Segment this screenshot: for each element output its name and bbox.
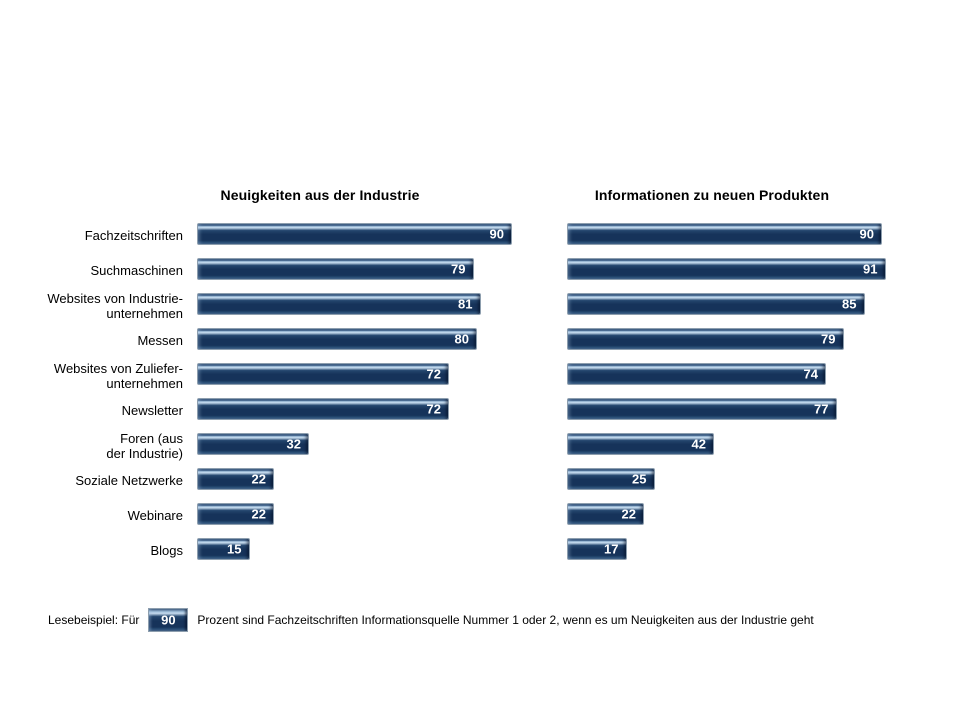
- legend-sample-value: 90: [161, 612, 176, 628]
- legend-sample-bar: 90: [148, 608, 189, 632]
- category-label: Fachzeitschriften: [84, 228, 183, 243]
- chart-row: Fachzeitschriften 90 90: [0, 218, 960, 253]
- category-label: Websites von Industrie- unternehmen: [47, 290, 183, 321]
- chart-row: Webinare 22 22: [0, 498, 960, 533]
- right-plot-cell: 42: [567, 428, 960, 463]
- bar-left: 72: [197, 398, 449, 420]
- left-plot-cell: 81: [197, 288, 567, 323]
- bar-left: 32: [197, 433, 309, 455]
- legend-example-prefix: Lesebeispiel: Für: [48, 613, 140, 627]
- bar-value-label: 77: [814, 401, 829, 417]
- chart-row: Blogs 15 17: [0, 533, 960, 568]
- bar-left: 90: [197, 223, 512, 245]
- bar-value-label: 32: [286, 436, 301, 452]
- bar-value-label: 22: [251, 506, 266, 522]
- right-plot-cell: 17: [567, 533, 960, 568]
- bar-right: 74: [567, 363, 826, 385]
- bar-value-label: 42: [691, 436, 706, 452]
- chart-rows: Fachzeitschriften 90 90 Suchmaschinen 79 91 We…: [0, 218, 960, 568]
- chart-row: Suchmaschinen 79 91: [0, 253, 960, 288]
- bar-value-label: 90: [859, 226, 874, 242]
- left-plot-cell: 72: [197, 358, 567, 393]
- chart-row: Newsletter 72 77: [0, 393, 960, 428]
- bar-value-label: 91: [863, 261, 878, 277]
- left-plot-cell: 32: [197, 428, 567, 463]
- left-plot-cell: 90: [197, 218, 567, 253]
- right-plot-cell: 79: [567, 323, 960, 358]
- bar-value-label: 80: [454, 331, 469, 347]
- bar-value-label: 85: [842, 296, 857, 312]
- chart-row: Messen 80 79: [0, 323, 960, 358]
- right-plot-cell: 74: [567, 358, 960, 393]
- right-plot-cell: 25: [567, 463, 960, 498]
- bar-right: 17: [567, 538, 627, 560]
- left-chart-title: Neuigkeiten aus der Industrie: [220, 187, 420, 203]
- category-label: Soziale Netzwerke: [75, 473, 183, 488]
- right-plot-cell: 22: [567, 498, 960, 533]
- left-plot-cell: 22: [197, 498, 567, 533]
- left-plot-cell: 72: [197, 393, 567, 428]
- bar-right: 85: [567, 293, 865, 315]
- bar-value-label: 22: [621, 506, 636, 522]
- category-label: Messen: [137, 333, 183, 348]
- bar-left: 22: [197, 503, 274, 525]
- category-label: Blogs: [150, 543, 183, 558]
- bar-value-label: 79: [451, 261, 466, 277]
- bar-left: 80: [197, 328, 477, 350]
- right-plot-cell: 77: [567, 393, 960, 428]
- chart-row: Websites von Industrie- unternehmen 81 85: [0, 288, 960, 323]
- bar-left: 22: [197, 468, 274, 490]
- bar-right: 91: [567, 258, 886, 280]
- bar-left: 79: [197, 258, 474, 280]
- bar-right: 77: [567, 398, 837, 420]
- bar-right: 79: [567, 328, 844, 350]
- category-label: Newsletter: [121, 403, 183, 418]
- bar-right: 42: [567, 433, 714, 455]
- left-plot-cell: 22: [197, 463, 567, 498]
- bar-value-label: 90: [489, 226, 504, 242]
- bar-right: 90: [567, 223, 882, 245]
- left-plot-cell: 80: [197, 323, 567, 358]
- bar-value-label: 81: [458, 296, 473, 312]
- category-label: Suchmaschinen: [90, 263, 184, 278]
- right-plot-cell: 85: [567, 288, 960, 323]
- bar-value-label: 72: [426, 401, 441, 417]
- bar-value-label: 72: [426, 366, 441, 382]
- chart-row: Foren (aus der Industrie) 32 42: [0, 428, 960, 463]
- right-plot-cell: 90: [567, 218, 960, 253]
- bar-value-label: 79: [821, 331, 836, 347]
- category-label: Websites von Zuliefer- unternehmen: [53, 360, 183, 391]
- left-plot-cell: 79: [197, 253, 567, 288]
- legend-example: Lesebeispiel: Für 90 Prozent sind Fachze…: [48, 607, 814, 633]
- bar-left: 15: [197, 538, 250, 560]
- bar-value-label: 74: [803, 366, 818, 382]
- bar-value-label: 22: [251, 471, 266, 487]
- chart-row: Soziale Netzwerke 22 25: [0, 463, 960, 498]
- legend-example-suffix: Prozent sind Fachzeitschriften Informati…: [197, 613, 814, 627]
- left-plot-cell: 15: [197, 533, 567, 568]
- bar-right: 22: [567, 503, 644, 525]
- bar-right: 25: [567, 468, 655, 490]
- category-label: Foren (aus der Industrie): [106, 430, 183, 461]
- category-label: Webinare: [127, 508, 183, 523]
- bar-left: 72: [197, 363, 449, 385]
- bar-value-label: 15: [227, 541, 242, 557]
- bar-left: 81: [197, 293, 481, 315]
- right-chart-title: Informationen zu neuen Produkten: [594, 187, 830, 203]
- bar-value-label: 17: [604, 541, 619, 557]
- chart-row: Websites von Zuliefer- unternehmen 72 74: [0, 358, 960, 393]
- right-plot-cell: 91: [567, 253, 960, 288]
- bar-value-label: 25: [632, 471, 647, 487]
